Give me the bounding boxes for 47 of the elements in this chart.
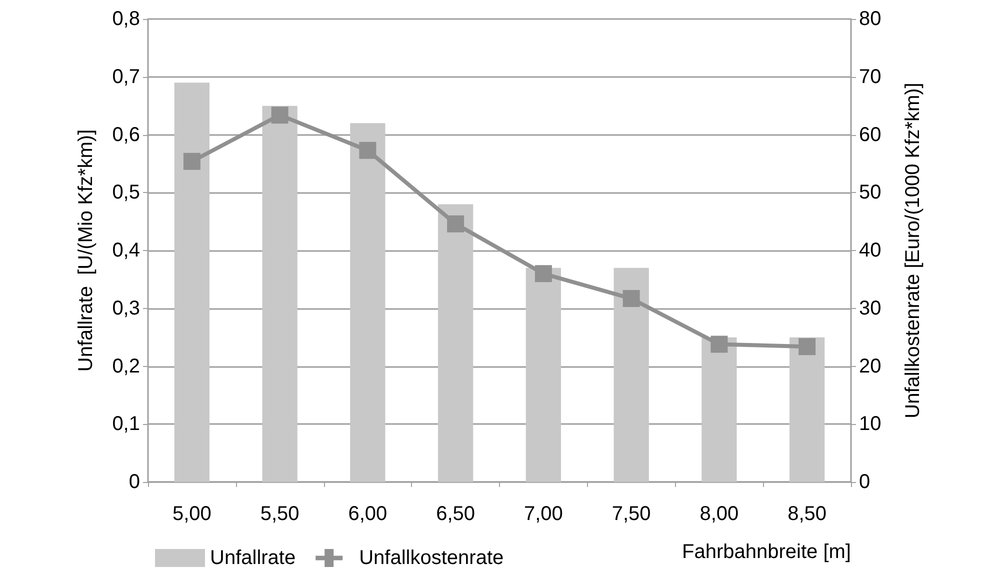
y2-axis-title: Unfallkostenrate [Euro/(1000 Kfz*km)] xyxy=(902,82,924,418)
legend-label: Unfallkostenrate xyxy=(359,547,504,569)
x-tick-label: 8,00 xyxy=(700,503,739,525)
point xyxy=(447,215,464,232)
x-tick-label: 7,00 xyxy=(524,503,563,525)
y-tick-label: 0,5 xyxy=(112,182,140,204)
y-tick-label: 0,8 xyxy=(112,8,140,30)
y-tick-label: 0,1 xyxy=(112,413,140,436)
y2-tick-label: 40 xyxy=(859,240,882,262)
bar xyxy=(262,106,298,482)
y-tick-label: 0,3 xyxy=(112,297,140,320)
y-tick-label: 0 xyxy=(128,471,140,493)
point xyxy=(798,338,816,356)
x-tick-label: 5,00 xyxy=(172,503,212,525)
y2-tick-label: 20 xyxy=(859,355,882,378)
y-tick-label: 0,2 xyxy=(112,355,140,378)
bar xyxy=(789,337,825,482)
y-axis-title: Unfallrate [U/(Mio Kfz*km)] xyxy=(75,129,97,372)
y2-tick-label: 30 xyxy=(859,297,882,320)
bar xyxy=(702,337,737,482)
point xyxy=(271,106,288,124)
x-tick-label: 8,50 xyxy=(788,503,827,525)
point xyxy=(710,336,728,353)
x-tick-label: 6,50 xyxy=(436,503,476,525)
y-tick-label: 0,4 xyxy=(112,240,140,262)
y2-tick-label: 70 xyxy=(859,66,882,88)
bar xyxy=(438,204,474,482)
bar xyxy=(614,268,649,482)
x-axis-title: Fahrbahnbreite [m] xyxy=(682,541,851,563)
bar xyxy=(174,82,210,482)
point xyxy=(622,290,640,308)
x-tick-label: 6,00 xyxy=(348,503,388,525)
x-tick-label: 5,50 xyxy=(260,503,300,525)
y2-tick-label: 10 xyxy=(859,413,882,436)
y2-tick-label: 50 xyxy=(859,182,882,204)
x-tick-label: 7,50 xyxy=(612,503,651,525)
y-tick-label: 0,6 xyxy=(112,124,140,146)
y-tick-label: 0,7 xyxy=(112,66,140,88)
legend-label: Unfallrate xyxy=(210,547,296,569)
bar xyxy=(526,268,562,482)
point xyxy=(359,142,376,159)
point xyxy=(534,265,552,282)
y2-tick-label: 0 xyxy=(859,471,870,493)
bar xyxy=(350,123,386,482)
y2-tick-label: 80 xyxy=(859,8,882,30)
y2-tick-label: 60 xyxy=(859,124,882,146)
point xyxy=(183,152,200,170)
